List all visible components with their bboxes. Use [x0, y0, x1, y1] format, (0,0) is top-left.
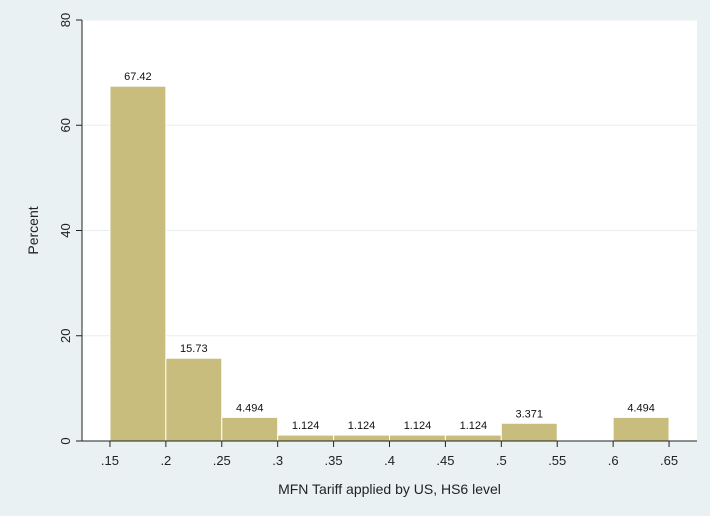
- histogram-bar: [109, 85, 167, 442]
- x-tick-label: .2: [160, 453, 171, 468]
- y-tick-label: 60: [58, 118, 73, 132]
- x-tick-label: .6: [608, 453, 619, 468]
- bar-value-label: 4.494: [627, 402, 655, 414]
- bar-value-label: 4.494: [236, 402, 264, 414]
- bar-value-label: 67.42: [124, 71, 152, 83]
- bar-value-label: 15.73: [180, 343, 208, 355]
- histogram-bar: [612, 416, 670, 442]
- histogram-bar: [389, 434, 446, 442]
- y-axis-title: Percent: [25, 206, 41, 254]
- histogram-bar: [500, 422, 558, 442]
- axes: 0 20 40 60 80 .15 .2 .25 .3 .35 .4 .45 .5 .55 .6 .65: [58, 13, 697, 468]
- histogram-bar: [221, 416, 279, 442]
- x-tick-label: .15: [101, 453, 119, 468]
- x-tick-label: .5: [496, 453, 507, 468]
- x-tick-label: .35: [325, 453, 343, 468]
- bar-value-label: 1.124: [292, 420, 320, 432]
- x-tick-label: .4: [384, 453, 395, 468]
- y-tick-label: 20: [58, 329, 73, 343]
- histogram-bar: [277, 434, 335, 442]
- data-labels: 67.42 15.73 4.494 1.124 1.124 1.124 1.124 3.371…: [124, 71, 655, 432]
- gridlines: [82, 19, 697, 337]
- x-tick-label: .55: [548, 453, 566, 468]
- x-tick-label: .3: [272, 453, 283, 468]
- histogram-bar: [444, 434, 502, 442]
- y-tick-label: 40: [58, 223, 73, 237]
- bar-value-label: 1.124: [460, 420, 488, 432]
- bar-value-label: 1.124: [404, 420, 432, 432]
- histogram-bar: [165, 357, 223, 442]
- x-axis-title: MFN Tariff applied by US, HS6 level: [278, 481, 501, 497]
- bar-value-label: 3.371: [516, 408, 544, 420]
- y-tick-label: 80: [58, 13, 73, 27]
- x-tick-label: .45: [436, 453, 454, 468]
- bar-value-label: 1.124: [348, 420, 376, 432]
- y-tick-label: 0: [58, 437, 73, 444]
- x-tick-label: .25: [213, 453, 231, 468]
- x-tick-label: .65: [660, 453, 678, 468]
- histogram-bar: [333, 434, 391, 442]
